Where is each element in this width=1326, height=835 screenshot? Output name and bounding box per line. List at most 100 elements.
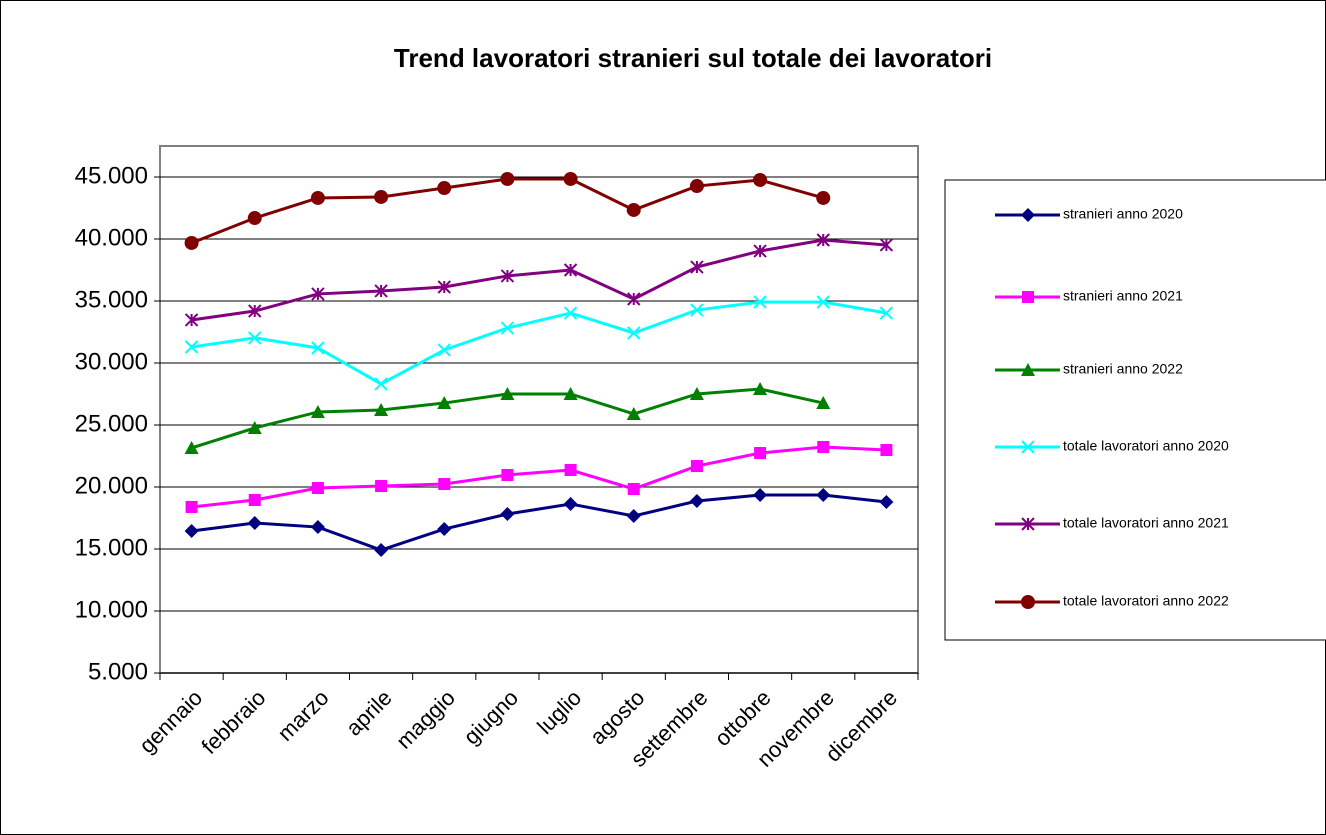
- marker: [754, 447, 767, 460]
- legend-label: stranieri anno 2020: [1063, 206, 1183, 222]
- marker: [816, 233, 830, 247]
- marker: [247, 420, 262, 434]
- legend-label: totale lavoratori anno 2021: [1063, 515, 1229, 531]
- marker: [437, 343, 451, 357]
- marker: [563, 263, 578, 277]
- legend-label: totale lavoratori anno 2022: [1063, 593, 1229, 609]
- marker: [310, 190, 325, 205]
- marker: [184, 524, 199, 539]
- marker: [247, 211, 262, 226]
- marker: [311, 481, 324, 494]
- marker: [437, 280, 451, 294]
- marker: [247, 515, 262, 530]
- marker: [626, 202, 641, 217]
- marker: [753, 488, 768, 503]
- marker: [879, 238, 894, 252]
- legend-marker: [1021, 208, 1035, 222]
- y-tick-label: 20.000: [75, 472, 148, 499]
- marker: [817, 440, 830, 453]
- marker: [374, 542, 389, 557]
- legend-marker: [1021, 440, 1035, 454]
- marker: [500, 321, 515, 335]
- marker: [753, 172, 768, 187]
- marker: [500, 387, 515, 400]
- marker: [753, 295, 767, 309]
- legend-label: stranieri anno 2022: [1063, 361, 1183, 377]
- marker: [690, 460, 703, 473]
- legend-box: [944, 179, 1326, 641]
- marker: [184, 340, 199, 354]
- marker: [437, 396, 452, 410]
- marker: [248, 494, 261, 507]
- y-tick-label: 35.000: [75, 286, 148, 313]
- marker: [879, 495, 894, 510]
- marker: [375, 480, 388, 493]
- marker: [185, 500, 198, 513]
- marker: [563, 496, 578, 511]
- marker: [374, 284, 388, 298]
- marker: [184, 440, 199, 454]
- marker: [310, 404, 325, 418]
- y-tick-label: 30.000: [75, 348, 148, 375]
- marker: [248, 331, 262, 345]
- y-tick-label: 5.000: [88, 658, 148, 685]
- y-tick-label: 25.000: [75, 410, 148, 437]
- marker: [248, 304, 262, 318]
- marker: [753, 382, 768, 396]
- marker: [689, 387, 704, 400]
- marker: [311, 287, 325, 301]
- marker: [879, 306, 894, 320]
- marker: [374, 189, 389, 204]
- y-tick-label: 10.000: [75, 596, 148, 623]
- marker: [437, 181, 452, 196]
- marker: [184, 313, 199, 327]
- marker: [816, 190, 831, 205]
- marker: [563, 306, 578, 320]
- marker: [626, 406, 641, 420]
- marker: [437, 522, 452, 537]
- marker: [563, 171, 578, 186]
- legend-label: stranieri anno 2021: [1063, 288, 1183, 304]
- marker: [500, 507, 515, 522]
- plot-area: [159, 145, 919, 674]
- marker: [753, 244, 767, 258]
- y-tick-label: 40.000: [75, 224, 148, 251]
- marker: [564, 464, 577, 477]
- marker: [374, 402, 389, 416]
- marker: [374, 377, 388, 391]
- y-tick-label: 15.000: [75, 534, 148, 561]
- marker: [563, 387, 578, 400]
- marker: [816, 488, 831, 503]
- marker: [500, 171, 515, 186]
- y-tick-label: 45.000: [75, 162, 148, 189]
- legend-marker: [1022, 291, 1034, 303]
- marker: [689, 179, 704, 194]
- legend: stranieri anno 2020 stranieri anno 2021 st…: [944, 179, 1326, 641]
- marker: [816, 396, 831, 410]
- marker: [690, 260, 704, 274]
- series-line: [191, 238, 887, 322]
- chart-title: Trend lavoratori stranieri sul totale de…: [394, 43, 992, 73]
- legend-label: totale lavoratori anno 2020: [1063, 438, 1229, 454]
- marker: [880, 444, 893, 457]
- marker: [689, 494, 704, 509]
- marker: [816, 295, 830, 309]
- marker: [627, 326, 641, 340]
- series-line: [191, 493, 887, 552]
- marker: [501, 468, 514, 481]
- marker: [627, 482, 640, 495]
- marker: [627, 292, 641, 306]
- marker: [184, 235, 199, 250]
- series-line: [191, 300, 887, 386]
- series-line: [191, 445, 887, 509]
- marker: [690, 303, 704, 317]
- legend-marker: [1021, 363, 1035, 376]
- marker: [438, 478, 451, 491]
- legend-marker: [1021, 595, 1035, 609]
- legend-marker: [1021, 517, 1035, 531]
- marker: [310, 520, 325, 535]
- marker: [311, 341, 325, 355]
- marker: [626, 509, 641, 524]
